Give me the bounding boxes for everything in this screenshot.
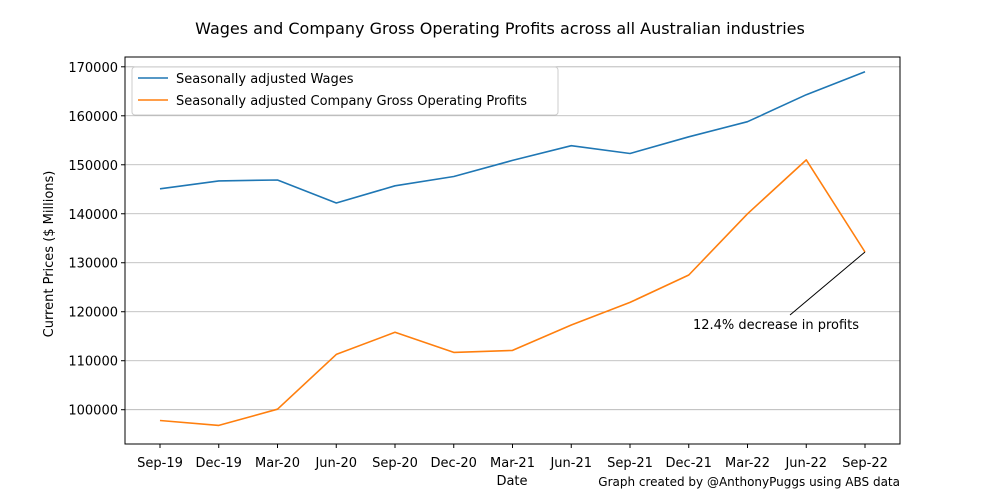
y-tick-label: 160000 bbox=[68, 110, 118, 125]
series-lines bbox=[159, 70, 866, 427]
annotation-text: 12.4% decrease in profits bbox=[693, 318, 859, 333]
legend: Seasonally adjusted Wages Seasonally adj… bbox=[131, 66, 559, 116]
y-tick-label: 120000 bbox=[68, 306, 118, 321]
x-axis-ticks: Sep-19 Dec-19 Mar-20 Jun-20 Sep-20 Dec-20 Mar-… bbox=[137, 444, 888, 471]
x-tick-label: Sep-20 bbox=[372, 456, 418, 471]
series-line-1 bbox=[159, 159, 866, 427]
annotation-arrow bbox=[789, 251, 866, 316]
y-tick-label: 130000 bbox=[68, 257, 118, 272]
y-tick-label: 110000 bbox=[68, 355, 118, 370]
x-tick-label: Sep-21 bbox=[607, 456, 653, 471]
y-tick-label: 100000 bbox=[68, 404, 118, 419]
x-tick-label: Jun-22 bbox=[784, 456, 827, 471]
x-tick-label: Dec-20 bbox=[431, 456, 477, 471]
x-tick-label: Mar-22 bbox=[725, 456, 770, 471]
x-tick-label: Dec-21 bbox=[666, 456, 712, 471]
x-tick-label: Mar-20 bbox=[255, 456, 300, 471]
y-tick-label: 140000 bbox=[68, 208, 118, 223]
x-tick-label: Dec-19 bbox=[196, 456, 242, 471]
y-tick-label: 170000 bbox=[68, 61, 118, 76]
x-tick-label: Jun-21 bbox=[549, 456, 592, 471]
x-tick-label: Jun-20 bbox=[314, 456, 357, 471]
x-tick-label: Mar-21 bbox=[490, 456, 535, 471]
x-tick-label: Sep-22 bbox=[842, 456, 888, 471]
y-axis-label: Current Prices ($ Millions) bbox=[42, 171, 57, 338]
y-axis-ticks: 100000 110000 120000 130000 140000 150000 1600… bbox=[68, 61, 125, 419]
gridlines bbox=[125, 66, 900, 411]
annotation: 12.4% decrease in profits bbox=[693, 251, 866, 333]
legend-label-profits: Seasonally adjusted Company Gross Operat… bbox=[176, 94, 527, 109]
plot-frame bbox=[124, 56, 901, 445]
y-tick-label: 150000 bbox=[68, 159, 118, 174]
chart-title: Wages and Company Gross Operating Profit… bbox=[195, 19, 805, 38]
credit-text: Graph created by @AnthonyPuggs using ABS… bbox=[598, 475, 900, 489]
x-axis-label: Date bbox=[496, 474, 527, 489]
legend-label-wages: Seasonally adjusted Wages bbox=[176, 72, 354, 87]
x-tick-label: Sep-19 bbox=[137, 456, 183, 471]
legend-box bbox=[131, 66, 559, 116]
